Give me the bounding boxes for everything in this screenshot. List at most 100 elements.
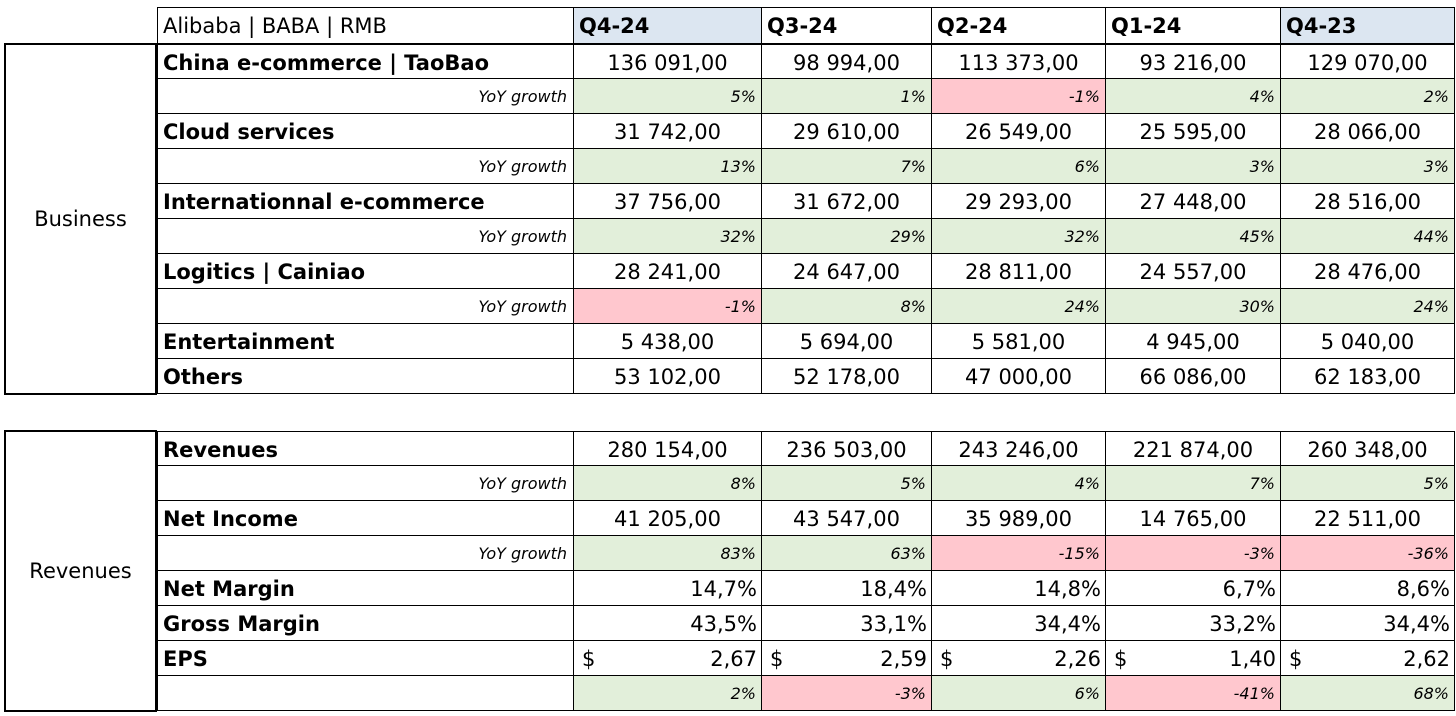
growth-cell: 30% bbox=[1106, 289, 1281, 324]
value-cell: 24 647,00 bbox=[762, 254, 932, 289]
growth-cell: 8% bbox=[762, 289, 932, 324]
value-cell: 28 516,00 bbox=[1281, 184, 1455, 219]
growth-cell: -1% bbox=[932, 79, 1106, 114]
growth-label: YoY growth bbox=[157, 289, 574, 324]
percent-cell: 33,2% bbox=[1106, 606, 1281, 641]
value-cell: 136 091,00 bbox=[574, 44, 762, 79]
eps-cell: $2,26 bbox=[932, 641, 1106, 676]
value-cell: 236 503,00 bbox=[762, 431, 932, 466]
value-cell: 5 040,00 bbox=[1281, 324, 1455, 359]
growth-cell: 3% bbox=[1281, 149, 1455, 184]
section-label-revenues: Revenues bbox=[4, 430, 157, 712]
value-cell: 280 154,00 bbox=[574, 431, 762, 466]
growth-cell: 7% bbox=[1106, 466, 1281, 501]
currency-symbol: $ bbox=[582, 647, 596, 671]
value-cell: 5 581,00 bbox=[932, 324, 1106, 359]
value-cell: 24 557,00 bbox=[1106, 254, 1281, 289]
growth-cell: -15% bbox=[932, 536, 1106, 571]
growth-cell: 7% bbox=[762, 149, 932, 184]
growth-cell: 32% bbox=[932, 219, 1106, 254]
value-cell: 25 595,00 bbox=[1106, 114, 1281, 149]
value-cell: 22 511,00 bbox=[1281, 501, 1455, 536]
currency-symbol: $ bbox=[770, 647, 784, 671]
growth-cell: 5% bbox=[762, 466, 932, 501]
growth-cell: 6% bbox=[932, 676, 1106, 711]
growth-cell: 2% bbox=[1281, 79, 1455, 114]
percent-cell: 14,7% bbox=[574, 571, 762, 606]
growth-cell: 4% bbox=[1106, 79, 1281, 114]
eps-value: 1,40 bbox=[1229, 647, 1276, 671]
percent-cell: 8,6% bbox=[1281, 571, 1455, 606]
percent-cell: 33,1% bbox=[762, 606, 932, 641]
value-cell: 4 945,00 bbox=[1106, 324, 1281, 359]
growth-cell: -36% bbox=[1281, 536, 1455, 571]
eps-value: 2,26 bbox=[1054, 647, 1101, 671]
row-label: Logitics | Cainiao bbox=[157, 254, 574, 289]
growth-cell: 13% bbox=[574, 149, 762, 184]
value-cell: 98 994,00 bbox=[762, 44, 932, 79]
row-label: Net Margin bbox=[157, 571, 574, 606]
percent-cell: 6,7% bbox=[1106, 571, 1281, 606]
value-cell: 53 102,00 bbox=[574, 359, 762, 394]
eps-value: 2,62 bbox=[1403, 647, 1450, 671]
percent-cell: 34,4% bbox=[932, 606, 1106, 641]
value-cell: 66 086,00 bbox=[1106, 359, 1281, 394]
growth-cell: 6% bbox=[932, 149, 1106, 184]
quarter-header: Q4-24 bbox=[574, 7, 762, 44]
eps-value: 2,67 bbox=[710, 647, 757, 671]
row-label: Internationnal e-commerce bbox=[157, 184, 574, 219]
value-cell: 43 547,00 bbox=[762, 501, 932, 536]
eps-cell: $2,67 bbox=[574, 641, 762, 676]
value-cell: 31 742,00 bbox=[574, 114, 762, 149]
growth-label: YoY growth bbox=[157, 149, 574, 184]
row-label: Net Income bbox=[157, 501, 574, 536]
growth-cell: -1% bbox=[574, 289, 762, 324]
row-label: China e-commerce | TaoBao bbox=[157, 44, 574, 79]
growth-cell: 1% bbox=[762, 79, 932, 114]
value-cell: 28 811,00 bbox=[932, 254, 1106, 289]
growth-cell: 63% bbox=[762, 536, 932, 571]
value-cell: 5 694,00 bbox=[762, 324, 932, 359]
eps-cell: $2,62 bbox=[1281, 641, 1455, 676]
value-cell: 14 765,00 bbox=[1106, 501, 1281, 536]
growth-cell: 4% bbox=[932, 466, 1106, 501]
value-cell: 29 293,00 bbox=[932, 184, 1106, 219]
growth-label: YoY growth bbox=[157, 79, 574, 114]
value-cell: 29 610,00 bbox=[762, 114, 932, 149]
eps-cell: $2,59 bbox=[762, 641, 932, 676]
growth-cell: 24% bbox=[1281, 289, 1455, 324]
growth-cell: -3% bbox=[762, 676, 932, 711]
value-cell: 31 672,00 bbox=[762, 184, 932, 219]
growth-cell: 8% bbox=[574, 466, 762, 501]
sheet-title: Alibaba | BABA | RMB bbox=[157, 7, 574, 44]
value-cell: 129 070,00 bbox=[1281, 44, 1455, 79]
currency-symbol: $ bbox=[940, 647, 954, 671]
value-cell: 5 438,00 bbox=[574, 324, 762, 359]
value-cell: 62 183,00 bbox=[1281, 359, 1455, 394]
quarter-header: Q4-23 bbox=[1281, 7, 1455, 44]
section-label-business: Business bbox=[4, 43, 157, 395]
value-cell: 28 241,00 bbox=[574, 254, 762, 289]
value-cell: 221 874,00 bbox=[1106, 431, 1281, 466]
percent-cell: 34,4% bbox=[1281, 606, 1455, 641]
growth-cell: 24% bbox=[932, 289, 1106, 324]
growth-label: YoY growth bbox=[157, 219, 574, 254]
value-cell: 260 348,00 bbox=[1281, 431, 1455, 466]
growth-cell: 2% bbox=[574, 676, 762, 711]
growth-label bbox=[157, 676, 574, 711]
growth-cell: 83% bbox=[574, 536, 762, 571]
growth-cell: 45% bbox=[1106, 219, 1281, 254]
growth-cell: 44% bbox=[1281, 219, 1455, 254]
value-cell: 27 448,00 bbox=[1106, 184, 1281, 219]
growth-cell: 3% bbox=[1106, 149, 1281, 184]
eps-value: 2,59 bbox=[880, 647, 927, 671]
value-cell: 28 066,00 bbox=[1281, 114, 1455, 149]
value-cell: 47 000,00 bbox=[932, 359, 1106, 394]
value-cell: 41 205,00 bbox=[574, 501, 762, 536]
value-cell: 35 989,00 bbox=[932, 501, 1106, 536]
percent-cell: 14,8% bbox=[932, 571, 1106, 606]
eps-cell: $1,40 bbox=[1106, 641, 1281, 676]
row-label: Gross Margin bbox=[157, 606, 574, 641]
value-cell: 37 756,00 bbox=[574, 184, 762, 219]
